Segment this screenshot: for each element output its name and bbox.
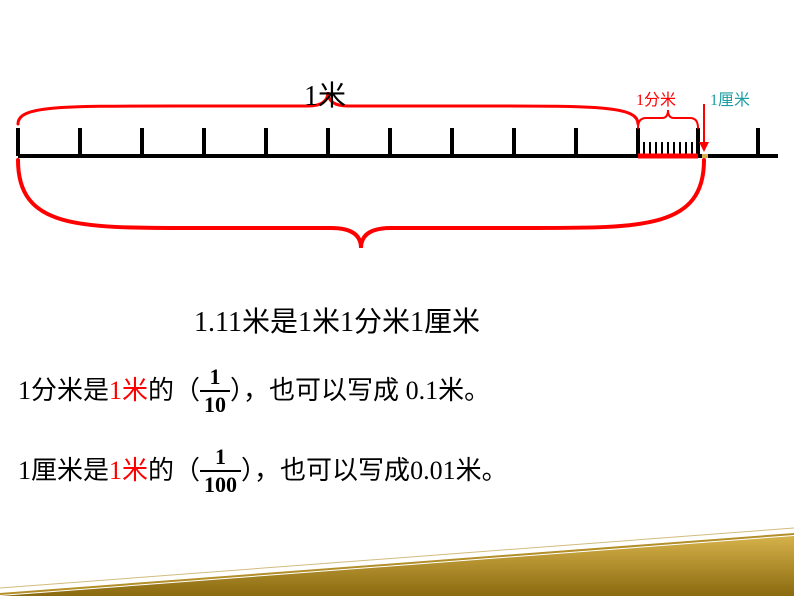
l2-red-unit: 1米	[109, 376, 148, 405]
explain-line-3: 1厘米是1米的（1100），也可以写成0.01米。	[18, 448, 508, 498]
frac-den: 10	[200, 392, 230, 416]
l2-pre: 1分米是	[18, 376, 109, 405]
l3-mid1: 的（	[148, 456, 200, 485]
l2-mid1: 的（	[148, 376, 200, 405]
meter-label: 1米	[304, 74, 346, 114]
l2-tail: 0.1米。	[406, 376, 491, 405]
fraction-1-100: 1100	[200, 446, 241, 496]
l3-mid2: ），也可以写成	[241, 456, 410, 485]
centimeter-label: 1厘米	[710, 86, 750, 110]
l2-mid2: ），也可以写成	[230, 376, 399, 405]
explain-line-2: 1分米是1米的（110），也可以写成 0.1米。	[18, 368, 490, 418]
slide-stage: 1米 1分米 1厘米 1.11米是1米1分米1厘米 1分米是1米的（110），也…	[0, 0, 794, 596]
l3-tail: 0.01米。	[410, 456, 508, 485]
l3-pre: 1厘米是	[18, 456, 109, 485]
fraction-1-10: 110	[200, 366, 230, 416]
corner-triangle	[0, 516, 794, 596]
frac-num: 1	[200, 446, 241, 472]
explain-line-1: 1.11米是1米1分米1厘米	[194, 300, 480, 340]
frac-num: 1	[200, 366, 230, 392]
ruler-diagram	[0, 0, 794, 280]
frac-den: 100	[200, 472, 241, 496]
l3-red-unit: 1米	[109, 456, 148, 485]
decimeter-label: 1分米	[636, 86, 676, 110]
